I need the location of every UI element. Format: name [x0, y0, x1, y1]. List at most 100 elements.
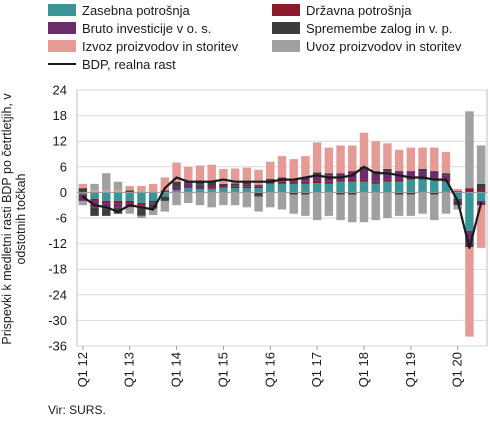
bar-segment	[172, 181, 181, 186]
legend-item-bdp: BDP, realna rast	[48, 56, 176, 72]
bar-segment	[465, 192, 474, 231]
gdp-point	[152, 208, 155, 211]
legend-item-izvoz: Izvoz proizvodov in storitev	[48, 38, 238, 54]
bar-segment	[383, 171, 392, 180]
bar-segment	[102, 209, 111, 216]
gdp-point	[421, 176, 424, 179]
bar-segment	[160, 177, 170, 191]
bar-segment	[336, 194, 345, 221]
bar-segment	[453, 192, 462, 199]
bar-segment	[90, 192, 99, 199]
bar-segment	[113, 200, 123, 204]
bar-segment	[359, 179, 369, 182]
bar-segment	[371, 183, 380, 193]
x-tick-label: Q1 16	[262, 352, 277, 387]
gdp-point	[175, 176, 178, 179]
gdp-point	[351, 174, 354, 177]
y-tick-label: -36	[48, 339, 67, 354]
legend-item-bruto-investicije: Bruto investicije v o. s.	[48, 20, 211, 36]
bar-segment	[137, 203, 146, 206]
bar-segment	[78, 194, 88, 197]
y-tick-label: -24	[48, 287, 67, 302]
legend-item-drzavna-potrosnja: Državna potrošnja	[272, 2, 412, 18]
legend-swatch-spremembe-zalog	[272, 22, 300, 34]
bar-segment	[453, 188, 462, 192]
bar-segment	[160, 200, 170, 212]
bar-segment	[137, 186, 146, 193]
bar-segment	[371, 173, 380, 182]
bar-segment	[301, 177, 310, 182]
gdp-point	[117, 210, 119, 213]
bar-segment	[453, 205, 462, 210]
bar-segment	[113, 181, 123, 191]
bar-segment	[102, 190, 111, 193]
bar-segment	[90, 190, 99, 193]
bar-segment	[476, 188, 486, 193]
bar-segment	[394, 149, 404, 172]
legend-item-spremembe-zalog: Spremembe zalog in v. p.	[272, 20, 452, 36]
legend-swatch-drzavna-potrosnja	[272, 4, 300, 16]
bar-segment	[125, 186, 134, 191]
bar-segment	[418, 192, 427, 214]
bar-segment	[359, 192, 369, 223]
bar-segment	[430, 171, 439, 178]
bar-segment	[78, 196, 88, 201]
bar-segment	[78, 200, 88, 206]
bar-segment	[78, 188, 88, 193]
bar-segment	[476, 145, 486, 184]
gdp-point	[81, 195, 84, 198]
gdp-point	[140, 206, 143, 209]
gdp-point	[433, 178, 436, 181]
bar-segment	[348, 181, 357, 193]
bar-segment	[430, 179, 439, 193]
bar-segment	[230, 192, 240, 206]
gdp-point	[327, 176, 330, 179]
bar-segment	[383, 168, 392, 172]
bar-segment	[441, 192, 451, 214]
legend-label-bruto-investicije: Bruto investicije v o. s.	[82, 20, 212, 36]
bar-segment	[277, 192, 287, 210]
bar-segment	[254, 192, 263, 197]
bar-segment	[277, 181, 287, 184]
bar-segment	[230, 186, 240, 189]
bar-segment	[266, 183, 275, 193]
y-tick-label: 6	[60, 159, 67, 174]
bar-segment	[242, 188, 252, 193]
bar-segment	[125, 207, 134, 214]
bar-segment	[301, 192, 310, 195]
bar-segment	[301, 181, 310, 184]
gdp-point	[292, 178, 295, 181]
legend-swatch-zasebna-potrosnja	[48, 4, 76, 16]
bar-segment	[430, 192, 439, 195]
bar-segment	[148, 200, 158, 203]
gdp-point	[234, 180, 237, 183]
gdp-point	[468, 246, 471, 249]
y-tick-label: 24	[53, 83, 67, 98]
bar-segment	[254, 169, 263, 185]
bar-segment	[359, 132, 369, 167]
bar-segment	[312, 174, 322, 181]
x-tick-label: Q1 14	[169, 352, 184, 387]
bar-segment	[195, 165, 205, 181]
bar-segment	[125, 192, 134, 201]
bar-segment	[406, 179, 416, 193]
bar-segment	[207, 192, 216, 208]
bar-segment	[148, 204, 158, 209]
bar-segment	[219, 186, 228, 188]
bar-segment	[90, 198, 99, 201]
bar-segment	[289, 192, 298, 195]
bar-segment	[254, 186, 263, 189]
bar-segment	[394, 192, 404, 195]
bar-segment	[324, 147, 334, 174]
bar-segment	[336, 181, 345, 193]
bar-segment	[301, 183, 310, 193]
bar-segment	[277, 156, 287, 178]
gdp-point	[257, 180, 260, 183]
x-tick-label: Q1 15	[215, 352, 230, 387]
gdp-point	[269, 180, 272, 183]
bar-segment	[289, 159, 298, 179]
bar-segment	[348, 179, 357, 182]
bar-segment	[336, 145, 345, 174]
gdp-point	[222, 178, 225, 181]
bar-segment	[102, 200, 111, 204]
